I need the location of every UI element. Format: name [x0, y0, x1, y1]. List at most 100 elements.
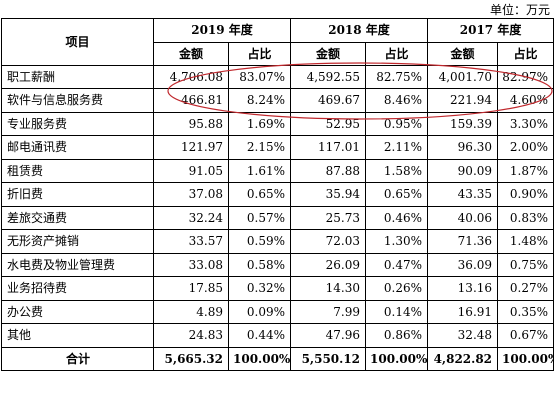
ratio-cell: 82.75% [365, 64, 429, 89]
header-ratio: 占比 [227, 41, 292, 66]
amount-cell: 7.99 [290, 299, 367, 324]
ratio-cell: 0.35% [497, 299, 554, 324]
row-name: 无形资产摊销 [1, 229, 154, 254]
header-amount: 金额 [427, 41, 499, 66]
total-row: 合计 5,665.32 100.00% 5,550.12 100.00% 4,822.82… [1, 346, 554, 371]
ratio-cell: 0.47% [365, 252, 429, 277]
amount-cell: 17.85 [153, 276, 229, 301]
amount-cell: 221.94 [427, 88, 499, 113]
amount-cell: 13.16 [427, 276, 499, 301]
amount-cell: 4,001.70 [427, 64, 499, 89]
header-item: 项目 [1, 18, 154, 66]
amount-cell: 4,706.08 [153, 64, 229, 89]
amount-cell: 4.89 [153, 299, 229, 324]
row-name: 折旧费 [1, 182, 154, 207]
amount-cell: 16.91 [427, 299, 499, 324]
ratio-cell: 83.07% [227, 64, 292, 89]
row-name: 合计 [1, 346, 154, 371]
header-year-2018: 2018 年度 [290, 18, 429, 43]
table-row: 无形资产摊销 33.57 0.59% 72.03 1.30% 71.36 1.48% [1, 229, 554, 254]
table-row: 折旧费 37.08 0.65% 35.94 0.65% 43.35 0.90% [1, 182, 554, 207]
amount-cell: 5,550.12 [290, 346, 367, 371]
amount-cell: 90.09 [427, 158, 499, 183]
ratio-cell: 0.65% [227, 182, 292, 207]
row-name: 专业服务费 [1, 111, 154, 136]
ratio-cell: 0.67% [497, 323, 554, 348]
amount-cell: 4,592.55 [290, 64, 367, 89]
table-row: 邮电通讯费 121.97 2.15% 117.01 2.11% 96.30 2.00% [1, 135, 554, 160]
expense-table: 项目 2019 年度 2018 年度 2017 年度 金额 占比 金额 占比 金… [1, 18, 554, 371]
amount-cell: 466.81 [153, 88, 229, 113]
ratio-cell: 0.65% [365, 182, 429, 207]
amount-cell: 36.09 [427, 252, 499, 277]
amount-cell: 33.57 [153, 229, 229, 254]
row-name: 邮电通讯费 [1, 135, 154, 160]
ratio-cell: 8.46% [365, 88, 429, 113]
ratio-cell: 3.30% [497, 111, 554, 136]
ratio-cell: 0.59% [227, 229, 292, 254]
row-name: 其他 [1, 323, 154, 348]
ratio-cell: 0.95% [365, 111, 429, 136]
amount-cell: 469.67 [290, 88, 367, 113]
amount-cell: 47.96 [290, 323, 367, 348]
amount-cell: 52.95 [290, 111, 367, 136]
ratio-cell: 0.44% [227, 323, 292, 348]
ratio-cell: 100.00% [227, 346, 292, 371]
row-name: 业务招待费 [1, 276, 154, 301]
amount-cell: 87.88 [290, 158, 367, 183]
ratio-cell: 0.57% [227, 205, 292, 230]
unit-label: 单位：万元 [489, 3, 550, 17]
ratio-cell: 0.27% [497, 276, 554, 301]
amount-cell: 72.03 [290, 229, 367, 254]
amount-cell: 24.83 [153, 323, 229, 348]
table-row: 水电费及物业管理费 33.08 0.58% 26.09 0.47% 36.09 0.75% [1, 252, 554, 277]
ratio-cell: 2.00% [497, 135, 554, 160]
ratio-cell: 1.61% [227, 158, 292, 183]
amount-cell: 32.24 [153, 205, 229, 230]
amount-cell: 40.06 [427, 205, 499, 230]
ratio-cell: 1.87% [497, 158, 554, 183]
amount-cell: 43.35 [427, 182, 499, 207]
table-row: 职工薪酬 4,706.08 83.07% 4,592.55 82.75% 4,001.70… [1, 64, 554, 89]
amount-cell: 14.30 [290, 276, 367, 301]
header-ratio: 占比 [365, 41, 429, 66]
ratio-cell: 0.83% [497, 205, 554, 230]
amount-cell: 121.97 [153, 135, 229, 160]
amount-cell: 4,822.82 [427, 346, 499, 371]
amount-cell: 117.01 [290, 135, 367, 160]
table-row: 软件与信息服务费 466.81 8.24% 469.67 8.46% 221.94 4.60… [1, 88, 554, 113]
table-row: 专业服务费 95.88 1.69% 52.95 0.95% 159.39 3.30% [1, 111, 554, 136]
amount-cell: 32.48 [427, 323, 499, 348]
amount-cell: 37.08 [153, 182, 229, 207]
ratio-cell: 0.58% [227, 252, 292, 277]
ratio-cell: 100.00% [497, 346, 554, 371]
ratio-cell: 2.11% [365, 135, 429, 160]
row-name: 职工薪酬 [1, 64, 154, 89]
ratio-cell: 0.32% [227, 276, 292, 301]
row-name: 水电费及物业管理费 [1, 252, 154, 277]
row-name: 租赁费 [1, 158, 154, 183]
ratio-cell: 82.97% [497, 64, 554, 89]
row-name: 软件与信息服务费 [1, 88, 154, 113]
ratio-cell: 2.15% [227, 135, 292, 160]
ratio-cell: 1.48% [497, 229, 554, 254]
table-row: 业务招待费 17.85 0.32% 14.30 0.26% 13.16 0.27% [1, 276, 554, 301]
ratio-cell: 4.60% [497, 88, 554, 113]
amount-cell: 5,665.32 [153, 346, 229, 371]
header-ratio: 占比 [497, 41, 554, 66]
amount-cell: 91.05 [153, 158, 229, 183]
ratio-cell: 1.58% [365, 158, 429, 183]
amount-cell: 26.09 [290, 252, 367, 277]
header-year-2019: 2019 年度 [152, 18, 292, 43]
header-amount: 金额 [290, 41, 367, 66]
ratio-cell: 8.24% [227, 88, 292, 113]
ratio-cell: 1.69% [227, 111, 292, 136]
ratio-cell: 0.75% [497, 252, 554, 277]
ratio-cell: 0.86% [365, 323, 429, 348]
table-row: 差旅交通费 32.24 0.57% 25.73 0.46% 40.06 0.83% [1, 205, 554, 230]
amount-cell: 71.36 [427, 229, 499, 254]
ratio-cell: 0.46% [365, 205, 429, 230]
amount-cell: 25.73 [290, 205, 367, 230]
ratio-cell: 0.09% [227, 299, 292, 324]
amount-cell: 35.94 [290, 182, 367, 207]
